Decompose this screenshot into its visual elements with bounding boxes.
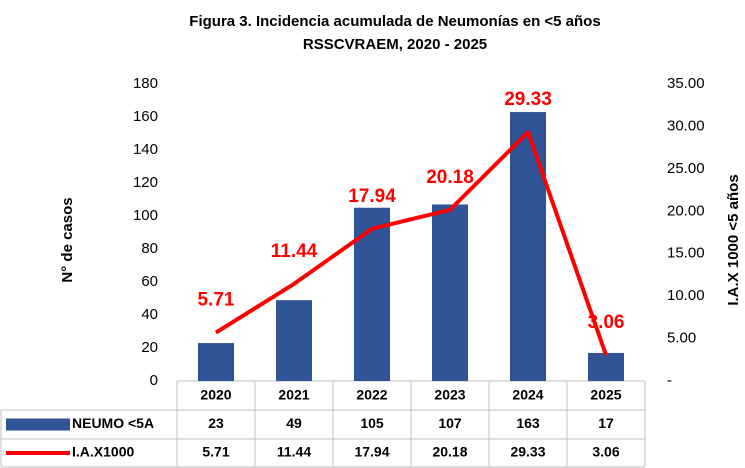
data-label: 11.44 [271,241,318,262]
data-label: 3.06 [588,312,625,333]
table-cell: 107 [438,415,462,431]
y2-tick-label: - [667,372,672,389]
x-tick-label: 2021 [278,387,309,403]
table-cell: 3.06 [592,444,619,460]
y2-tick-label: 20.00 [667,202,705,219]
y-tick-label: 80 [141,240,158,257]
table-cell: 20.18 [432,444,467,460]
bar [354,207,390,381]
bar [198,343,234,381]
data-label: 5.71 [198,290,235,311]
y-tick-label: 0 [150,372,158,389]
data-label: 29.33 [504,89,552,110]
x-tick-label: 2020 [200,387,231,403]
x-tick-label: 2022 [356,387,387,403]
y-tick-label: 120 [133,174,158,191]
data-label: 20.18 [426,167,474,188]
y2-tick-label: 25.00 [667,160,705,177]
y-tick-label: 40 [141,306,158,323]
y2-axis-label: I.A.X 1000 <5 años [725,174,742,305]
table-cell: 105 [360,415,384,431]
table-cell: 17 [598,415,614,431]
y2-tick-label: 15.00 [667,245,705,262]
chart-subtitle: RSSCVRAEM, 2020 - 2025 [303,36,487,53]
y-tick-label: 60 [141,273,158,290]
x-tick-label: 2025 [590,387,621,403]
y-axis-label: N° de casos [59,197,76,282]
bar [276,300,312,381]
y-tick-label: 160 [133,108,158,125]
y-tick-label: 20 [141,339,158,356]
legend-label: NEUMO <5A [72,415,154,431]
table-cell: 23 [208,415,224,431]
line [214,130,608,356]
legend-key [6,418,70,431]
y-tick-label: 180 [133,75,158,92]
table-cell: 17.94 [354,444,389,460]
x-tick-label: 2024 [512,387,543,403]
y2-tick-label: 30.00 [667,117,705,134]
data-label: 17.94 [348,186,396,207]
y-tick-label: 140 [133,141,158,158]
bar [510,112,546,382]
y2-tick-label: 5.00 [667,330,696,347]
legend-label: I.A.X1000 [72,444,134,460]
table-cell: 49 [286,415,302,431]
table-cell: 11.44 [277,444,311,460]
table-cell: 29.33 [510,444,545,460]
chart-title: Figura 3. Incidencia acumulada de Neumon… [189,13,600,30]
table-cell: 5.71 [202,444,229,460]
x-tick-label: 2023 [434,387,465,403]
y2-tick-label: 35.00 [667,75,705,92]
y-tick-label: 100 [133,207,158,224]
y2-tick-label: 10.00 [667,287,705,304]
table-cell: 163 [516,415,540,431]
bar [588,352,624,381]
bar [432,204,468,381]
